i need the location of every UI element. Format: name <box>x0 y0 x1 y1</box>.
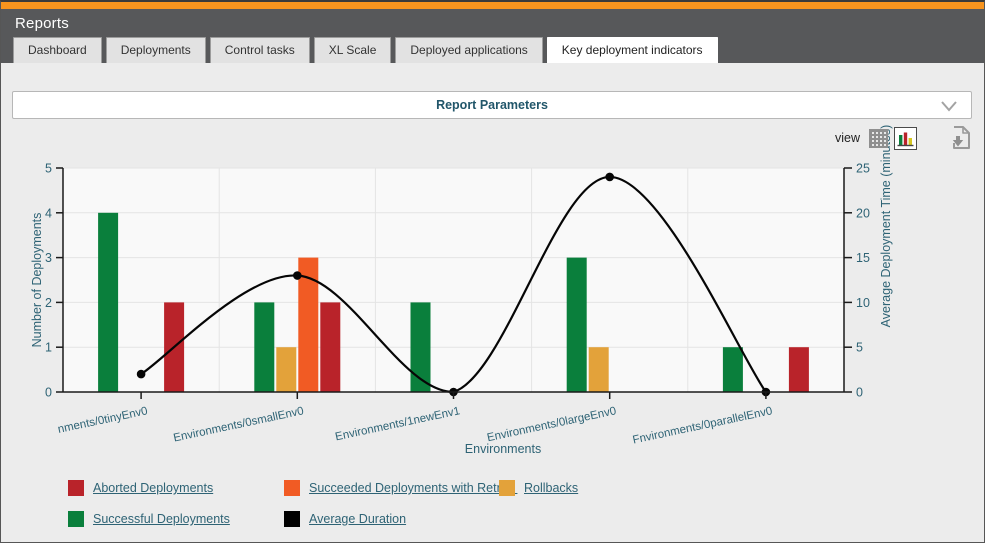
legend-swatch <box>284 511 300 527</box>
legend-label: Aborted Deployments <box>93 481 214 495</box>
svg-text:1: 1 <box>45 341 52 355</box>
svg-text:5: 5 <box>45 162 52 176</box>
legend-swatch <box>68 511 84 527</box>
report-parameters-panel[interactable]: Report Parameters <box>12 91 972 119</box>
legend-label: Succeeded Deployments with Retry <box>309 481 518 495</box>
x-tick-label: nments/0tinyEnv0 <box>57 405 149 436</box>
svg-text:3: 3 <box>45 251 52 265</box>
line-point <box>293 271 302 280</box>
bar-successful-deployments <box>722 347 743 392</box>
legend-swatch <box>68 480 84 496</box>
bar-successful-deployments <box>566 257 587 392</box>
svg-text:4: 4 <box>45 206 52 220</box>
line-point <box>605 172 614 182</box>
svg-text:2: 2 <box>45 296 52 310</box>
tab-key-deployment-indicators[interactable]: Key deployment indicators <box>546 37 718 63</box>
x-axis-title: Environments <box>465 442 541 456</box>
tab-deployed-applications[interactable]: Deployed applications <box>395 37 543 63</box>
svg-text:15: 15 <box>856 251 870 265</box>
page-title: Reports <box>15 15 69 32</box>
legend-label: Rollbacks <box>524 481 579 495</box>
view-label: view <box>834 131 860 145</box>
legend-swatch <box>284 480 300 496</box>
legend-item-aborted-deployments[interactable]: Aborted Deployments <box>68 480 213 496</box>
bar-aborted-deployments <box>788 347 809 392</box>
tab-dashboard[interactable]: Dashboard <box>13 37 102 63</box>
legend-item-successful-deployments[interactable]: Successful Deployments <box>68 511 230 527</box>
legend-item-rollbacks[interactable]: Rollbacks <box>499 480 578 496</box>
line-point <box>136 369 146 379</box>
svg-text:5: 5 <box>856 341 863 355</box>
legend-item-succeeded-deployments-with-retry[interactable]: Succeeded Deployments with Retry <box>284 480 517 496</box>
svg-text:20: 20 <box>856 206 870 220</box>
bar-rollbacks <box>588 347 609 392</box>
svg-text:10: 10 <box>856 296 870 310</box>
tab-xl-scale[interactable]: XL Scale <box>313 37 392 63</box>
x-tick-label: Environments/1newEnv1 <box>334 405 461 443</box>
left-axis-title: Number of Deployments <box>30 213 44 348</box>
tab-deployments[interactable]: Deployments <box>105 37 206 63</box>
bar-successful-deployments <box>410 302 431 392</box>
svg-text:25: 25 <box>856 162 870 176</box>
x-tick-label: Fnvironments/0parallelEnv0 <box>632 405 774 446</box>
table-view-icon[interactable] <box>869 128 888 148</box>
legend-item-average-duration[interactable]: Average Duration <box>284 511 406 527</box>
report-content: Report Parameters view <box>1 63 984 542</box>
x-tick-label: Environments/0smallEnv0 <box>172 405 305 444</box>
download-report-icon[interactable] <box>949 126 971 150</box>
bar-succeeded-deployments-with-retry <box>298 257 319 392</box>
legend-label: Average Duration <box>309 512 407 526</box>
brand-accent-strip <box>1 2 984 9</box>
chart-view-icon <box>896 128 915 148</box>
svg-text:0: 0 <box>45 386 52 400</box>
line-average-duration <box>140 175 767 394</box>
tab-control-tasks[interactable]: Control tasks <box>209 37 310 63</box>
chart-view-button[interactable] <box>894 126 917 150</box>
x-tick-label: Environments/0largeEnv0 <box>486 405 617 444</box>
svg-text:0: 0 <box>856 386 863 400</box>
tab-bar: Dashboard Deployments Control tasks XL Scal… <box>1 37 984 63</box>
bar-successful-deployments <box>98 212 119 392</box>
page-header: Reports Dashboard Deployments Control task… <box>1 9 984 63</box>
bar-rollbacks <box>276 347 297 392</box>
view-toolbar: view <box>835 126 971 150</box>
bar-aborted-deployments <box>320 302 341 392</box>
report-parameters-label: Report Parameters <box>436 98 548 112</box>
legend-swatch <box>499 480 515 496</box>
combo-chart: 0 1 2 3 4 5 0 5 10 15 20 25 nments/0tinyEnv0 Environm… <box>30 125 893 456</box>
chevron-down-icon[interactable] <box>939 96 959 116</box>
bar-successful-deployments <box>254 302 275 392</box>
chart-legend: Aborted Deployments Succeeded Deployments… <box>1 480 984 540</box>
legend-label: Successful Deployments <box>93 512 230 526</box>
right-axis-title: Average Deployment Time (minutes) <box>879 125 893 328</box>
